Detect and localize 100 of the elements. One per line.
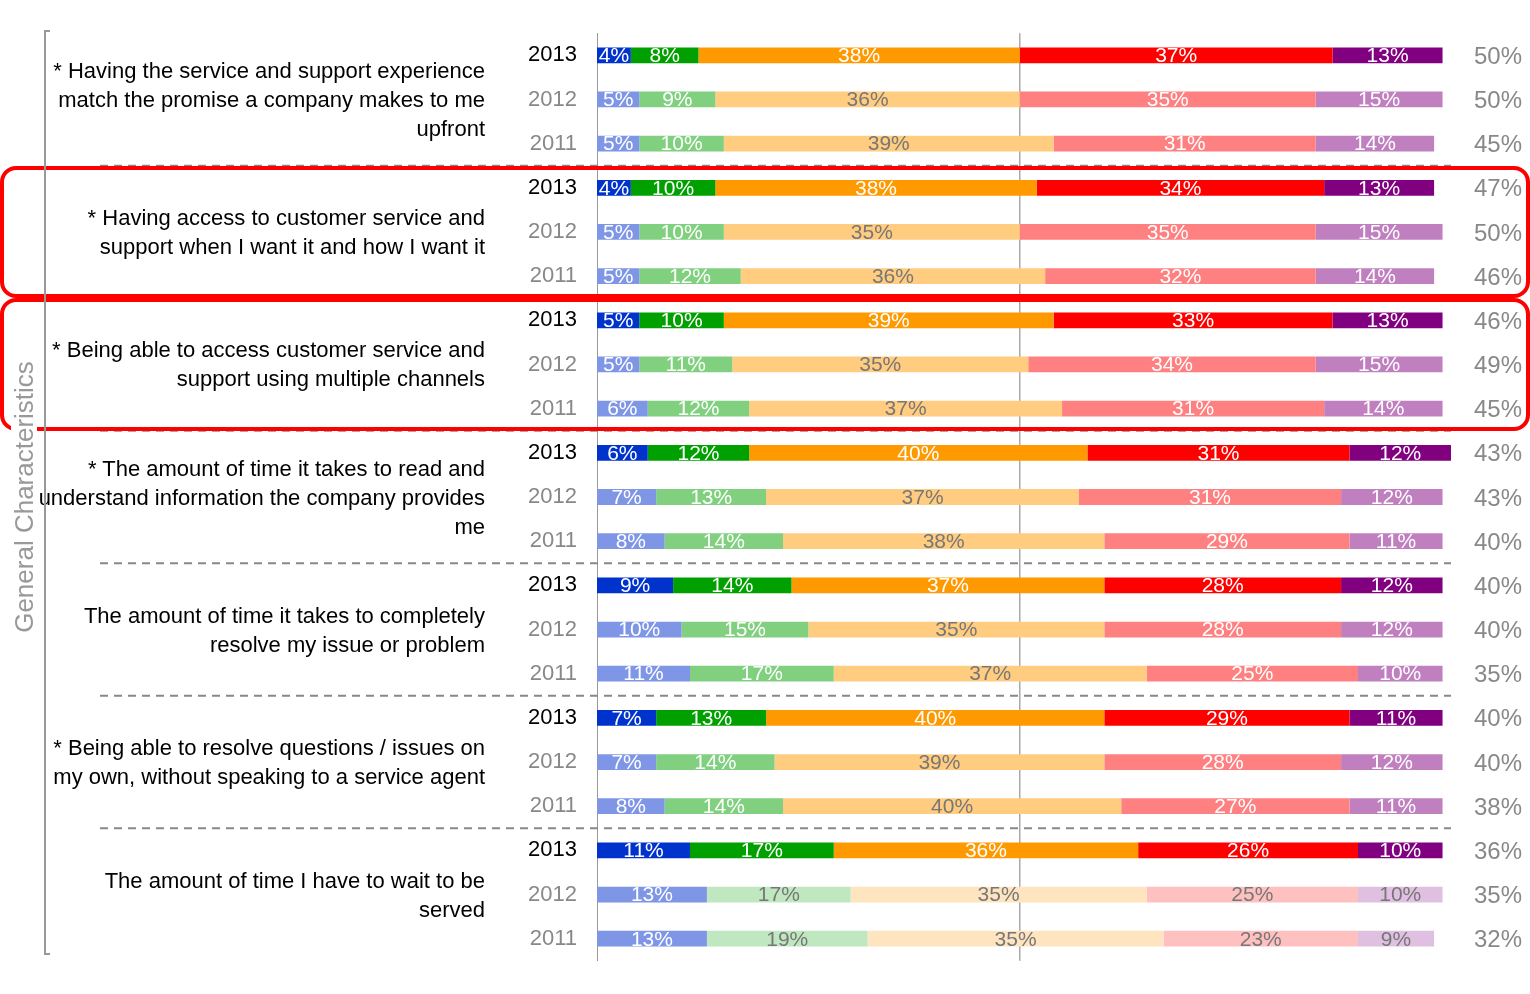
data-label: 40% bbox=[931, 794, 974, 817]
bar bbox=[833, 665, 1147, 682]
data-label: 12% bbox=[1370, 484, 1413, 508]
y-tick-label: 2012 bbox=[528, 748, 577, 774]
text: 50% bbox=[1473, 218, 1523, 246]
data-label: 12% bbox=[1370, 573, 1413, 597]
data-label: 5% bbox=[602, 131, 634, 155]
data-label: 5% bbox=[602, 219, 634, 243]
data-label: 8% bbox=[649, 43, 680, 67]
data-label: 29% bbox=[1205, 705, 1248, 729]
y-tick-label: 2011 bbox=[529, 129, 577, 155]
data-label: 14% bbox=[1362, 396, 1405, 420]
data-label: 6% bbox=[607, 396, 638, 420]
data-label: 14% bbox=[1353, 131, 1396, 155]
bar bbox=[690, 665, 834, 682]
bar bbox=[749, 400, 1063, 417]
data-label: 29% bbox=[1205, 528, 1248, 552]
data-label: 37% bbox=[1155, 43, 1198, 67]
bar bbox=[740, 268, 1046, 285]
bar bbox=[1087, 444, 1350, 461]
y-tick-label: 2013 bbox=[528, 41, 577, 67]
y-tick-label: 2013 bbox=[528, 306, 577, 332]
data-label: 11% bbox=[623, 838, 664, 862]
text: 38% bbox=[1473, 792, 1523, 820]
data-label: 12% bbox=[1379, 440, 1422, 464]
text: 40% bbox=[1473, 527, 1523, 555]
y-tick-label: 2013 bbox=[528, 571, 577, 597]
y-tick-label: 2011 bbox=[529, 924, 577, 950]
data-label: 32% bbox=[1159, 263, 1202, 287]
data-label: 17% bbox=[740, 661, 783, 685]
bar bbox=[833, 842, 1139, 859]
data-label: 38% bbox=[855, 175, 898, 199]
data-label: 5% bbox=[602, 87, 634, 111]
bar bbox=[698, 47, 1020, 64]
data-label: 31% bbox=[1172, 396, 1215, 420]
data-label: 13% bbox=[690, 484, 733, 508]
text: 45% bbox=[1473, 395, 1523, 423]
y-tick-label: 2011 bbox=[529, 659, 577, 685]
data-label: 40% bbox=[914, 705, 957, 729]
data-label: 31% bbox=[1189, 484, 1232, 508]
data-label: 9% bbox=[662, 87, 693, 111]
y-tick-label: 2012 bbox=[528, 85, 577, 111]
y-tick-label: 2013 bbox=[528, 836, 577, 862]
text: 40% bbox=[1473, 748, 1523, 776]
bar bbox=[1053, 135, 1316, 152]
bar bbox=[1019, 224, 1316, 240]
data-label: 36% bbox=[964, 838, 1007, 862]
bar bbox=[1104, 533, 1350, 550]
data-label: 40% bbox=[897, 440, 940, 464]
bar bbox=[1053, 312, 1333, 329]
text: 32% bbox=[1473, 925, 1523, 953]
y-tick-label: 2012 bbox=[528, 615, 577, 641]
data-label: 37% bbox=[884, 396, 927, 420]
bar bbox=[723, 135, 1054, 152]
text: 36% bbox=[1473, 837, 1523, 864]
data-label: 35% bbox=[977, 882, 1020, 906]
bar bbox=[774, 754, 1105, 770]
bar bbox=[1036, 179, 1325, 196]
data-label: 10% bbox=[1379, 882, 1422, 906]
data-label: 17% bbox=[740, 838, 783, 862]
text: 40% bbox=[1473, 704, 1523, 732]
data-label: 34% bbox=[1150, 352, 1193, 376]
data-label: 10% bbox=[652, 175, 695, 199]
bar bbox=[1019, 47, 1333, 64]
bar bbox=[867, 930, 1164, 947]
data-label: 7% bbox=[611, 705, 642, 729]
data-label: 13% bbox=[1366, 43, 1409, 67]
data-label: 8% bbox=[615, 794, 646, 817]
data-label: 5% bbox=[602, 308, 634, 332]
y-tick-label: 2013 bbox=[528, 173, 577, 199]
text: * Being able to access customer service and support using multiple channels bbox=[52, 337, 485, 392]
bar bbox=[766, 709, 1105, 726]
data-label: 9% bbox=[619, 573, 651, 597]
data-label: 14% bbox=[702, 528, 745, 552]
bar bbox=[766, 489, 1079, 505]
bar bbox=[1104, 754, 1342, 770]
data-label: 35% bbox=[1146, 219, 1189, 243]
data-label: 13% bbox=[1366, 308, 1409, 332]
data-label: 26% bbox=[1227, 838, 1270, 862]
data-label: 11% bbox=[1375, 705, 1417, 729]
text: 40% bbox=[1473, 571, 1523, 599]
data-label: 36% bbox=[871, 263, 914, 287]
data-label: 31% bbox=[1197, 440, 1240, 464]
data-label: 15% bbox=[1358, 219, 1401, 243]
bar bbox=[1163, 930, 1358, 947]
data-label: 14% bbox=[694, 749, 737, 773]
bar bbox=[723, 224, 1020, 240]
data-label: 5% bbox=[602, 263, 634, 287]
data-label: 9% bbox=[1380, 926, 1412, 950]
y-tick-label: 2011 bbox=[529, 792, 577, 818]
data-label: 28% bbox=[1201, 749, 1244, 773]
data-label: 39% bbox=[918, 749, 961, 773]
data-label: 14% bbox=[1353, 263, 1396, 287]
data-label: 35% bbox=[1146, 87, 1189, 111]
text: * Having access to customer service and support when I want it and how I want it bbox=[86, 203, 485, 261]
data-label: 10% bbox=[1379, 838, 1422, 862]
data-label: 10% bbox=[618, 617, 661, 641]
bar bbox=[791, 577, 1105, 594]
data-label: 15% bbox=[1358, 87, 1401, 111]
data-label: 11% bbox=[1375, 794, 1417, 817]
